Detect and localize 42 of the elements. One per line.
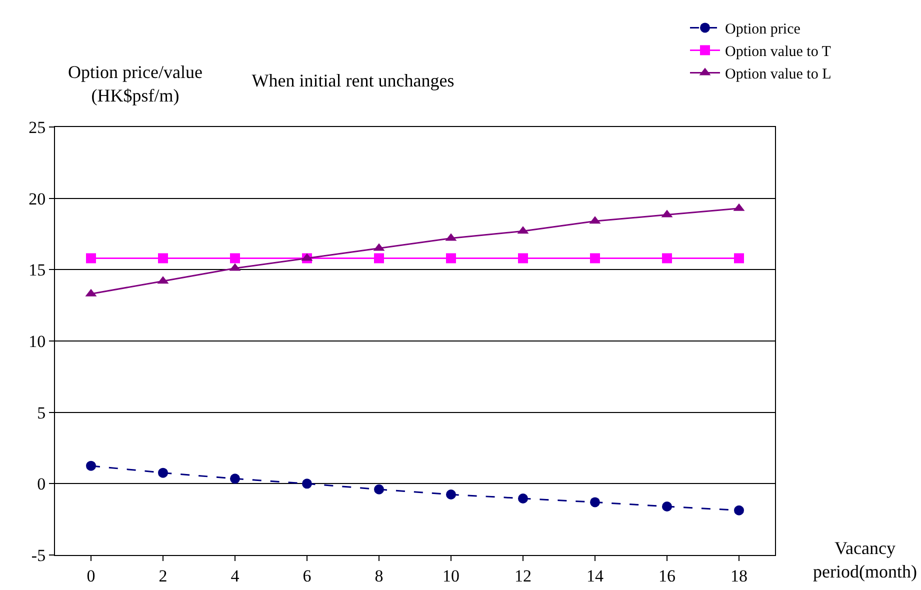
x-tick-label: 10 [442, 566, 460, 586]
y-tick-label: 20 [28, 189, 46, 208]
point [302, 478, 312, 489]
y-axis-title: Option price/value (HK$psf/m) [68, 62, 202, 106]
point [662, 253, 672, 264]
y-tick-label: -5 [31, 546, 46, 565]
point [518, 494, 528, 504]
point [518, 253, 528, 264]
x-tick-label: 6 [302, 566, 312, 586]
point [230, 474, 240, 484]
legend-label: Option value to L [725, 66, 832, 83]
x-tick-label: 18 [730, 566, 748, 586]
point [86, 460, 96, 471]
point [374, 253, 384, 264]
x-tick-label: 4 [230, 566, 240, 586]
x-tick-label: 8 [374, 566, 384, 586]
point [86, 253, 96, 264]
legend-label: Option value to T [725, 44, 831, 60]
x-tick-label: 0 [86, 566, 96, 586]
point [230, 253, 240, 264]
chart-title: When initial rent unchanges [252, 70, 454, 90]
point [158, 253, 168, 264]
y-tick-label: 15 [28, 260, 46, 280]
point [446, 253, 456, 264]
y-tick-label: 10 [28, 332, 46, 351]
point [662, 501, 672, 512]
y-tick-label: 5 [37, 403, 46, 422]
point [590, 497, 600, 508]
point [158, 468, 168, 478]
y-tick-label: 25 [28, 118, 46, 137]
x-tick-label: 12 [514, 566, 532, 586]
point [734, 505, 744, 516]
point [446, 490, 456, 500]
point [734, 253, 744, 264]
x-axis-title: Vacancy period(month) [813, 538, 917, 582]
legend-label: Option price [725, 22, 801, 38]
x-tick-label: 2 [158, 566, 168, 586]
y-tick-label: 0 [37, 474, 46, 494]
point [590, 253, 600, 264]
x-tick-label: 14 [586, 566, 604, 586]
point [374, 484, 384, 494]
x-tick-label: 16 [658, 566, 676, 586]
